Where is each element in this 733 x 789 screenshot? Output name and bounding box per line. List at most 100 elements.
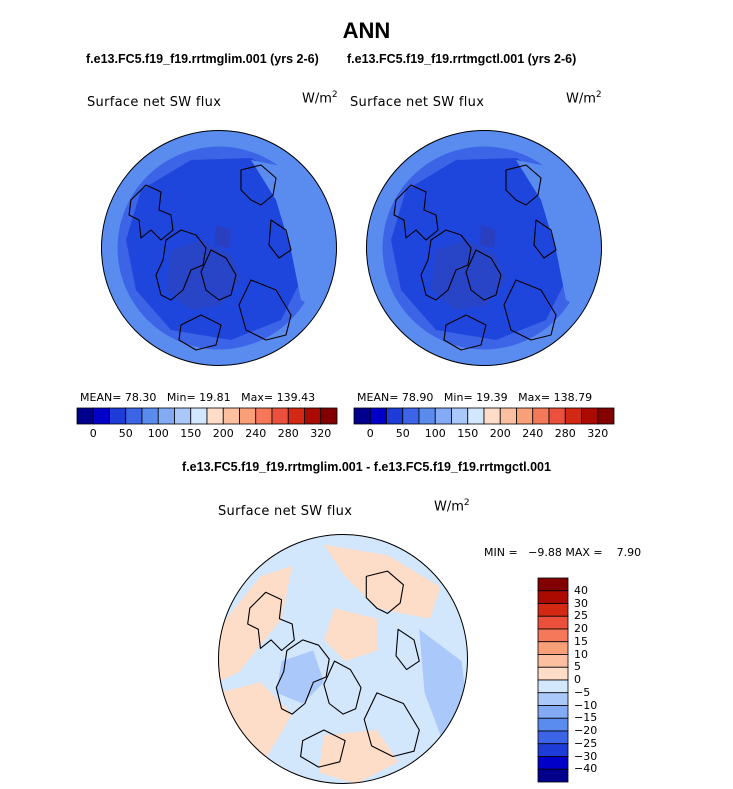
map-dark-region	[431, 240, 506, 310]
coastline	[465, 249, 502, 301]
main-title: ANN	[342, 18, 391, 43]
right-polar-map	[366, 130, 602, 366]
difference-polar-map	[218, 534, 468, 784]
map-warm-patch	[323, 544, 441, 619]
colorbar-tick-label: −15	[574, 711, 598, 725]
colorbar-tick-label: 25	[574, 609, 588, 623]
left-colorbar	[76, 407, 338, 425]
colorbar-swatch	[206, 407, 224, 425]
colorbar-tick-label: 150	[180, 427, 202, 440]
left-variable-label: Surface net SW flux	[87, 95, 222, 110]
colorbar-swatch	[537, 577, 569, 592]
colorbar-swatch	[537, 615, 569, 630]
coastline	[395, 628, 420, 671]
colorbar-swatch	[353, 407, 371, 425]
left-stats: MEAN= 78.30 Min= 19.81 Max= 139.43	[80, 391, 316, 404]
coastline	[155, 229, 207, 301]
colorbar-tick-label: 50	[395, 427, 410, 440]
colorbar-swatch	[271, 407, 289, 425]
map-warm-patch	[318, 730, 399, 784]
colorbar-swatch	[548, 407, 566, 425]
left-polar-map	[101, 130, 337, 366]
colorbar-swatch	[434, 407, 452, 425]
colorbar-swatch	[499, 407, 517, 425]
coastline	[247, 591, 295, 652]
colorbar-tick-label: 50	[118, 427, 133, 440]
colorbar-tick-label: 200	[489, 427, 511, 440]
right-case-title: f.e13.FC5.f19_f19.rrtmgctl.001 (yrs 2-6)	[347, 52, 577, 66]
map-pacific-band	[251, 160, 331, 310]
colorbar-tick-label: 0	[366, 427, 374, 440]
colorbar-swatch	[386, 407, 404, 425]
map-dark-region	[166, 240, 241, 310]
coastline	[268, 219, 292, 259]
difference-title: f.e13.FC5.f19_f19.rrtmglim.001 - f.e13.F…	[182, 460, 551, 474]
colorbar-tick-label: 320	[310, 427, 332, 440]
colorbar-tick-label: −5	[574, 685, 591, 699]
colorbar-swatch	[537, 654, 569, 668]
colorbar-swatch	[304, 407, 322, 425]
colorbar-swatch	[564, 407, 582, 425]
diff-units-label: W/m2	[434, 498, 470, 515]
colorbar-swatch	[537, 743, 569, 757]
colorbar-tick-label: 240	[522, 427, 544, 440]
colorbar-tick-label: 280	[554, 427, 576, 440]
colorbar-swatch	[174, 407, 192, 425]
colorbar-swatch	[467, 407, 485, 425]
colorbar-tick-label: 5	[574, 660, 581, 674]
difference-colorbar	[537, 577, 569, 783]
colorbar-swatch	[222, 407, 240, 425]
colorbar-swatch	[581, 407, 599, 425]
coastline	[365, 570, 404, 614]
colorbar-tick-label: 240	[245, 427, 267, 440]
colorbar-tick-label: 20	[574, 622, 588, 635]
colorbar-swatch	[537, 666, 569, 681]
map-warm-patch	[323, 608, 377, 662]
colorbar-tick-label: 100	[147, 427, 169, 440]
colorbar-tick-label: 100	[424, 427, 446, 440]
colorbar-tick-label: −10	[574, 698, 598, 712]
map-fill	[101, 130, 337, 366]
coastline	[200, 249, 237, 301]
colorbar-tick-label: −25	[574, 736, 598, 750]
colorbar-tick-label: −40	[574, 762, 598, 776]
colorbar-swatch	[537, 730, 569, 745]
colorbar-swatch	[255, 407, 273, 425]
coastline	[393, 184, 439, 241]
colorbar-tick-label: −30	[574, 749, 598, 763]
colorbar-swatch	[239, 407, 257, 425]
colorbar-swatch	[125, 407, 143, 425]
right-variable-label: Surface net SW flux	[350, 95, 485, 110]
colorbar-swatch	[92, 407, 110, 425]
colorbar-swatch	[402, 407, 420, 425]
colorbar-swatch	[532, 407, 550, 425]
colorbar-swatch	[537, 717, 569, 732]
coastline	[533, 219, 557, 259]
colorbar-swatch	[537, 603, 569, 617]
colorbar-swatch	[537, 590, 569, 604]
colorbar-swatch	[287, 407, 305, 425]
right-stats: MEAN= 78.90 Min= 19.39 Max= 138.79	[357, 391, 593, 404]
coastline	[275, 639, 330, 715]
coastline	[443, 314, 487, 351]
diff-stats: MIN = −9.88 MAX = 7.90	[484, 546, 642, 559]
map-warm-patch	[218, 565, 293, 683]
colorbar-swatch	[516, 407, 534, 425]
colorbar-swatch	[483, 407, 501, 425]
colorbar-tick-label: −20	[574, 724, 598, 737]
colorbar-tick-label: 10	[574, 647, 588, 661]
colorbar-swatch	[597, 407, 615, 425]
map-cool-patch	[419, 629, 468, 736]
coastline	[178, 314, 222, 351]
coastline	[300, 729, 346, 768]
coastline	[505, 164, 542, 206]
colorbar-swatch	[537, 768, 569, 783]
coastline	[240, 164, 277, 206]
map-boundary	[366, 130, 602, 366]
colorbar-swatch	[320, 407, 338, 425]
colorbar-swatch	[141, 407, 159, 425]
map-pacific-band	[516, 160, 596, 310]
coastline	[420, 229, 472, 301]
colorbar-tick-label: 320	[587, 427, 609, 440]
colorbar-swatch	[537, 692, 569, 706]
